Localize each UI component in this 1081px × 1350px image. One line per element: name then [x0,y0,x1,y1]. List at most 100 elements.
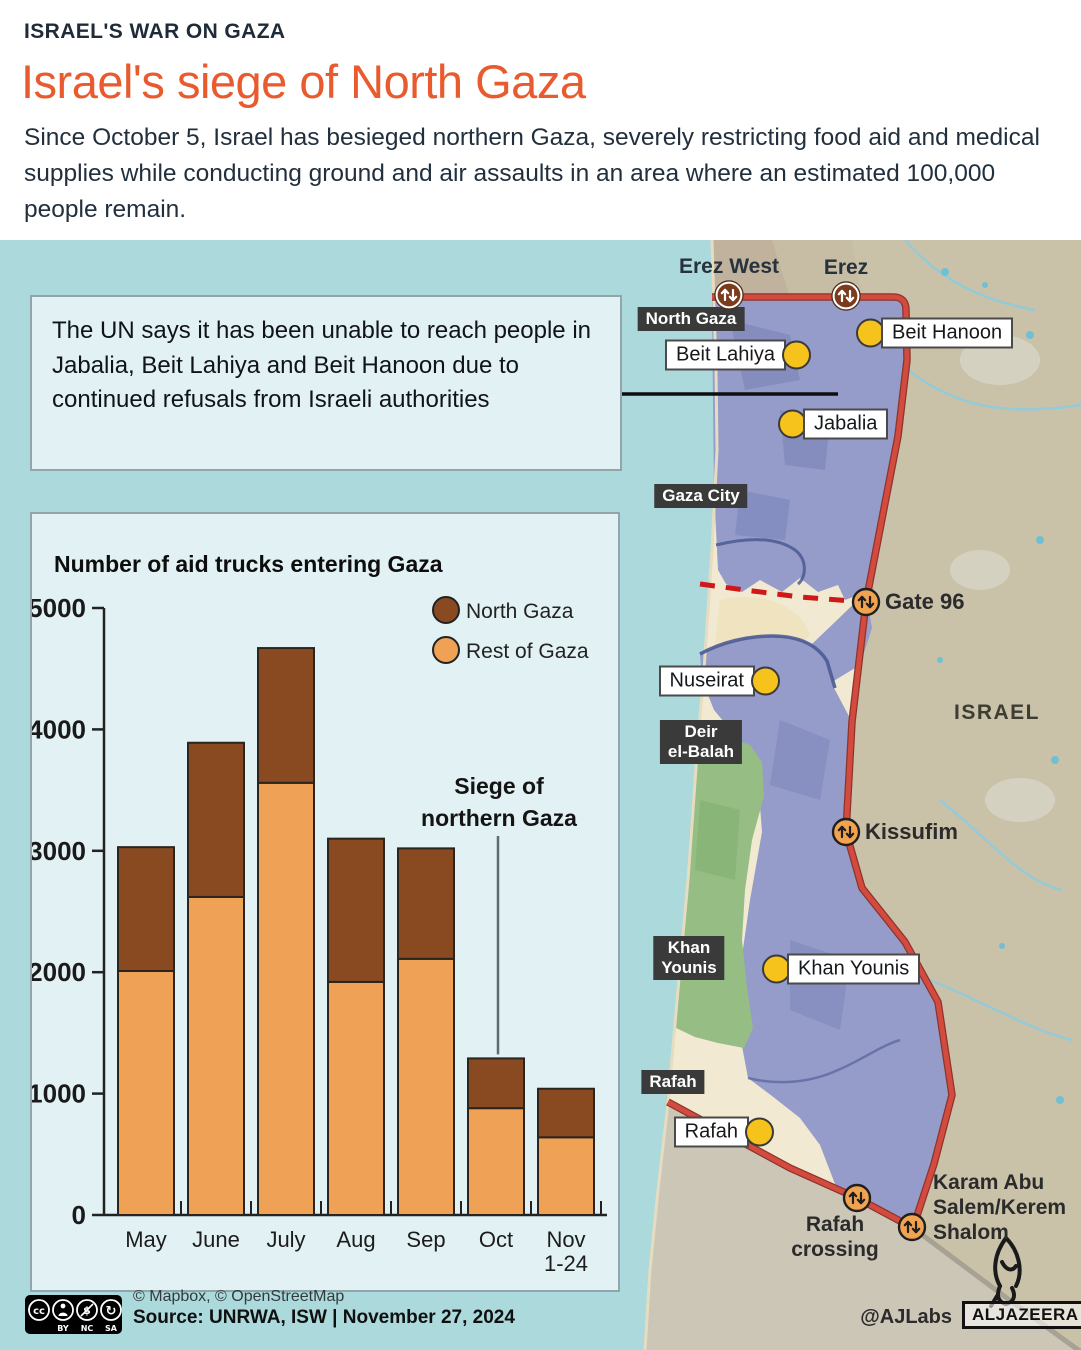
city-label: Beit Lahiya [665,339,786,371]
bar-segment [257,781,315,1216]
cc-badge-icons: cc $ ↻ BY NC SA [28,1299,122,1333]
svg-text:cc: cc [33,1306,45,1317]
svg-text:↻: ↻ [106,1304,117,1319]
lakes [937,268,1064,1104]
bar-segment [257,647,315,784]
x-tick-label: May [125,1227,167,1252]
country-label: ISRAEL [953,701,1041,724]
x-tick-label: July [266,1227,305,1252]
legend-swatch [432,636,460,664]
besieged-north [712,300,907,600]
un-callout-text: The UN says it has been unable to reach … [52,317,592,413]
y-tick-label: 3000 [32,836,86,866]
governorate-label: North Gaza [637,307,745,331]
aljazeera-wordmark: ALJAZEERA [962,1301,1081,1329]
bar-segment [187,741,245,898]
crossing-label: Karam Abu Salem/Kerem Shalom [933,1171,1067,1244]
annotation-text: Siege of [454,773,544,799]
legend-swatch [432,596,460,624]
ajlabs-credit: @AJLabs [860,1306,952,1328]
annotation-text: northern Gaza [421,805,577,831]
egypt-land [645,1102,1081,1350]
governorate-label: Gaza City [654,484,748,508]
governorate-label: Rafah [641,1070,705,1094]
bar-segment [117,846,175,972]
x-tick-label: June [192,1227,240,1252]
crossing-icon [851,587,881,617]
cc-sa-label: SA [105,1324,118,1333]
aid-trucks-chart: Number of aid trucks entering Gaza 0 1000 2… [28,551,607,1276]
y-tick-label: 5000 [32,593,86,623]
bar-segment [537,1087,595,1139]
crossing-icon [831,817,861,847]
city-marker: Beit Hanoon [856,317,1014,349]
crossing-label: Erez [823,256,869,279]
city-dot-icon [778,409,807,439]
legend-label: Rest of Gaza [466,640,589,663]
crossing-label: Kissufim [865,819,958,844]
bar-segment [327,980,385,1216]
city-label: Rafah [673,1116,749,1148]
city-dot-icon [762,954,791,984]
kicker: ISRAEL'S WAR ON GAZA [24,20,286,43]
page-title: Israel's siege of North Gaza [21,55,586,108]
city-label: Khan Younis [787,953,921,985]
crossing-icon [842,1183,872,1213]
crossing-icon [831,281,861,311]
red-border [666,294,955,1231]
intro-paragraph: Since October 5, Israel has besieged nor… [24,124,1040,223]
y-tick-label: 1000 [32,1079,86,1109]
cc-by-label: BY [57,1324,69,1333]
map-attribution: © Mapbox, © OpenStreetMap [133,1288,345,1305]
legend-label: North Gaza [466,600,574,623]
cc-nc-label: NC [81,1324,94,1333]
bar-segment [397,847,455,960]
bar-segment [467,1107,525,1217]
city-marker: Beit Lahiya [665,339,811,371]
rivers [904,240,1081,1042]
map-labels-layer: North Gaza Gaza City Deir el-Balah Khan You… [0,240,1081,1350]
urban-blue-patch4 [770,720,830,800]
city-dot-icon [751,666,780,696]
green-patch [695,800,740,880]
city-label: Nuseirat [658,665,755,697]
bar-segment [117,969,175,1216]
coastline [643,240,719,1350]
dashed-red-line [699,581,867,605]
city-label: Jabalia [803,408,889,440]
x-tick-label: Aug [336,1227,375,1252]
internal-boundaries [699,538,901,1084]
y-tick-label: 4000 [32,714,86,744]
bar-segment [397,957,455,1216]
bar-segment [187,895,245,1216]
governorate-label: Deir el-Balah [659,720,743,764]
crossing-label: Gate 96 [885,589,965,614]
erez-urban-patch2 [772,240,862,297]
aid-trucks-chart-panel: Number of aid trucks entering Gaza 0 1000 2… [28,512,620,1292]
creative-commons-badge: cc $ ↻ BY NC SA [25,1295,122,1334]
x-tick-label: Sep [406,1227,445,1252]
crossing-icon [714,280,744,310]
bar-segment [327,837,385,983]
y-tick-label: 0 [72,1200,86,1230]
bar-segment [537,1136,595,1217]
crossing-label: Rafah crossing [791,1213,879,1261]
city-marker: Rafah [673,1116,774,1148]
city-marker: Khan Younis [762,953,921,985]
chart-title: Number of aid trucks entering Gaza [54,551,443,577]
x-tick-label: Oct [479,1227,513,1252]
source-line: Source: UNRWA, ISW | November 27, 2024 [133,1307,515,1328]
city-dot-icon [782,340,811,370]
x-tick-sublabel: 1-24 [544,1251,588,1276]
crossing-icon [897,1212,927,1242]
y-tick-label: 2000 [32,957,86,987]
city-marker: Jabalia [778,408,889,440]
urban-blue-patch3 [735,490,790,540]
crossing-label: Erez West [679,255,779,278]
governorate-label: Khan Younis [653,936,725,980]
city-label: Beit Hanoon [881,317,1014,349]
city-dot-icon [745,1117,774,1147]
bar-segment [467,1057,525,1110]
x-tick-label: Nov [546,1227,585,1252]
